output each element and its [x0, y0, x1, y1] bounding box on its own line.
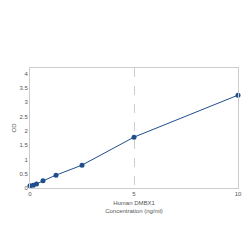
svg-text:3: 3 — [24, 99, 28, 105]
svg-text:10: 10 — [235, 191, 242, 197]
svg-text:2: 2 — [24, 128, 28, 134]
svg-text:1.5: 1.5 — [19, 142, 28, 148]
svg-text:OD: OD — [11, 123, 17, 133]
svg-text:2.5: 2.5 — [19, 114, 28, 120]
svg-text:1: 1 — [24, 157, 28, 163]
svg-text:Human DMBX1Concentration (ng/m: Human DMBX1Concentration (ng/ml) — [105, 200, 163, 214]
svg-text:0: 0 — [24, 185, 28, 191]
svg-text:3.5: 3.5 — [19, 85, 28, 91]
svg-text:4: 4 — [24, 71, 28, 77]
svg-text:0: 0 — [28, 191, 32, 197]
svg-text:0.5: 0.5 — [19, 171, 28, 177]
svg-text:5: 5 — [132, 191, 136, 197]
